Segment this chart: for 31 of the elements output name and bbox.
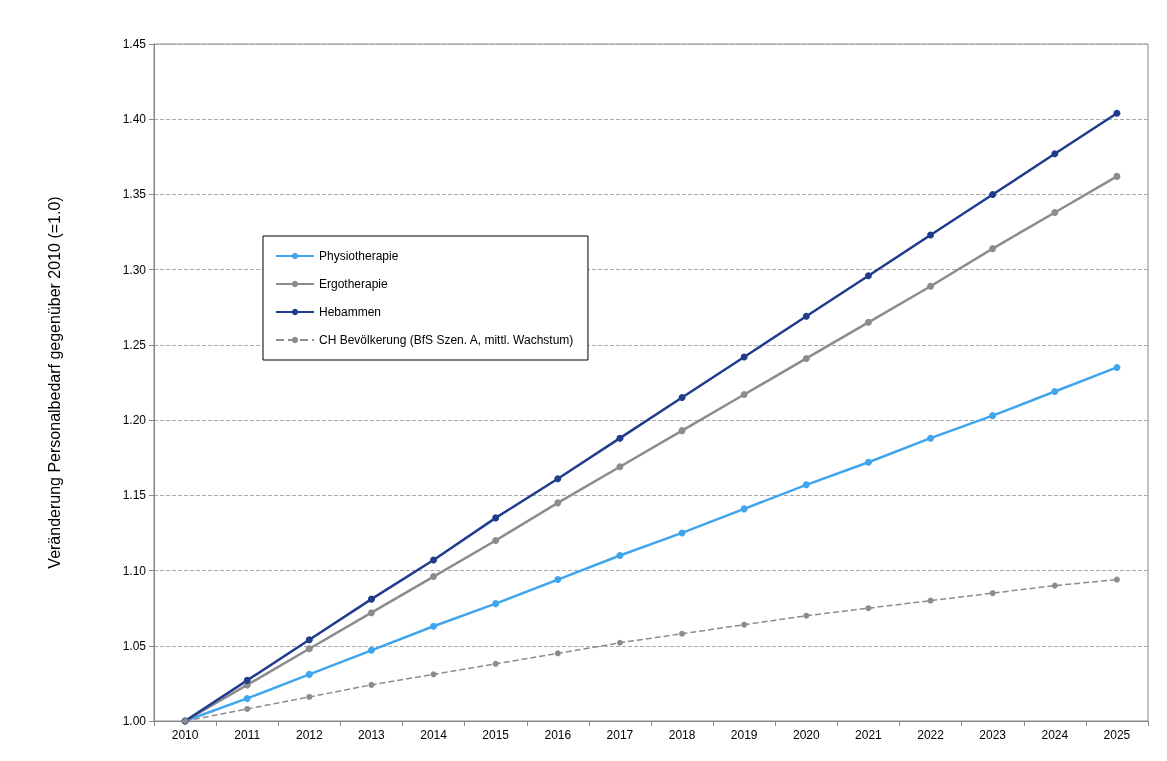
x-tick-label: 2014 [420, 728, 448, 742]
y-tick-label: 1.20 [122, 413, 147, 428]
y-tick-label: 1.15 [122, 488, 147, 503]
x-tick-label: 2017 [606, 728, 634, 742]
x-tick-label: 2012 [295, 728, 323, 742]
x-tick-label: 2023 [979, 728, 1007, 742]
x-tick-label: 2025 [1103, 728, 1131, 742]
y-tick-label: 1.00 [122, 714, 147, 728]
y-tick-label: 1.45 [122, 37, 147, 51]
y-tick-label: 1.25 [122, 337, 147, 352]
legend-label: CH Bevölkerung (BfS Szen. A, mittl. Wachstum) [319, 333, 574, 347]
y-tick-label: 1.10 [122, 563, 147, 578]
y-axis-title: Veränderung Personalbedarf gegenüber 2010 (=1.0) [45, 196, 63, 569]
x-tick-label: 2019 [730, 728, 758, 742]
legend-label: Physiotherapie [319, 249, 399, 263]
x-tick-label: 2020 [792, 728, 820, 742]
x-tick-label: 2024 [1041, 728, 1069, 742]
y-tick-label: 1.35 [122, 187, 147, 202]
x-tick-label: 2010 [171, 728, 199, 742]
x-tick-label: 2013 [358, 728, 386, 742]
y-tick-label: 1.05 [122, 638, 147, 653]
y-tick-label: 1.30 [122, 262, 147, 277]
x-tick-label: 2018 [668, 728, 696, 742]
x-tick-label: 2015 [482, 728, 510, 742]
legend-label: Ergotherapie [319, 277, 389, 291]
x-tick-label: 2022 [917, 728, 945, 742]
legend-label: Hebammen [319, 305, 382, 319]
x-tick-label: 2021 [855, 728, 883, 742]
x-tick-label: 2011 [234, 728, 261, 742]
y-tick-label: 1.40 [122, 112, 147, 127]
x-tick-label: 2016 [544, 728, 572, 742]
